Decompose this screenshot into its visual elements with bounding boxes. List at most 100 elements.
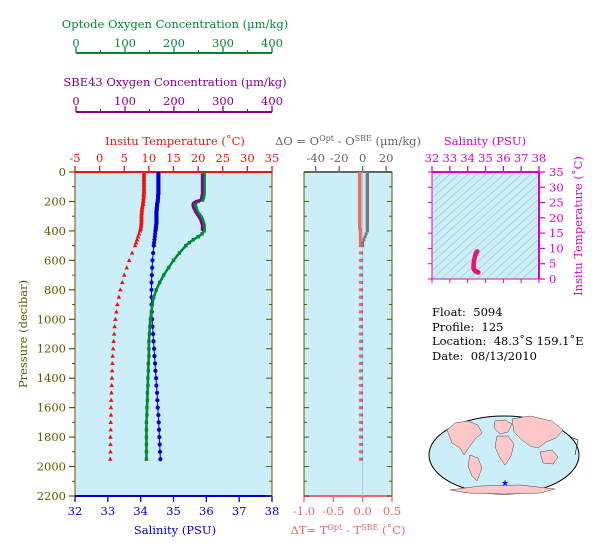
temperature-axis-tick-label: 0 [96,151,103,165]
delta-t-point [358,406,362,410]
salinity-point [155,405,160,410]
pressure-tick-label: 1800 [37,430,66,444]
delta-t-point [358,235,362,239]
delta-t-point [358,258,362,262]
pressure-axis-title: Pressure (decibar) [16,280,30,388]
optode-point [149,310,154,314]
optode-point [196,235,200,239]
profile-panel: Insitu Temperature (˚C) -5 0 5 10 15 20 25 30 35… [16,134,279,537]
optode-point [171,258,176,263]
salinity-point [152,346,157,351]
delta-o-axis-tick-label: 20 [379,151,394,165]
profile-row: Profile: 125 [432,320,584,335]
temperature-point [109,368,115,373]
pressure-tick-label: 2200 [37,489,66,503]
temperature-axis-tick-label: 30 [240,151,255,165]
salinity-point [149,272,154,278]
temperature-point [108,441,113,447]
optode-point [147,339,151,344]
temperature-point [115,302,120,307]
map-land [446,415,564,495]
salinity-point [149,280,154,285]
optode-axis-tick-label: 100 [114,36,136,50]
salinity-axis-tick-label: 32 [68,504,83,518]
date-row: Date: 08/13/2010 [432,349,584,364]
delta-t-axis-tick-label: 0.0 [354,504,372,518]
delta-o-point [365,229,369,233]
date-label: Date: [432,348,464,363]
delta-t-point [358,251,362,255]
salinity-point [154,383,159,388]
salinity-axis-tick-label: 34 [133,504,148,518]
temperature-axis-tick-label: 15 [166,151,181,165]
delta-o-point [362,238,366,242]
pressure-tick-label: 200 [44,194,66,208]
density-contour [512,254,539,279]
temperature-point [136,231,142,236]
delta-o-point [364,232,368,236]
salinity-point [153,368,158,373]
pressure-tick-label: 400 [44,224,66,238]
delta-t-point [358,266,362,270]
sbe43-axis-tick-label: 400 [261,94,283,108]
salinity-point [156,420,161,425]
delta-t-point [358,442,362,446]
ts-salinity-axis-tick-label: 37 [514,151,529,165]
optode-point [161,273,166,277]
temperature-axis-tick-label: 35 [265,151,280,165]
temperature-point [108,412,114,417]
float-value: 5094 [473,305,503,319]
optode-point [147,332,152,336]
delta-t-axis-tick-label: -0.5 [322,504,344,518]
ts-temperature-tick-label: 25 [549,196,564,210]
delta-t-point [358,232,362,236]
temperature-point [112,324,117,329]
profile-plot-area [74,171,273,497]
temperature-point [121,272,127,277]
optode-point [200,198,205,202]
optode-axis-tick-label: 400 [261,36,283,50]
delta-t-point [358,376,362,380]
float-location-star: ★ [501,479,509,489]
pressure-tick-label: 800 [44,283,66,297]
optode-point [154,288,158,292]
density-contour [432,182,539,279]
optode-point [147,347,151,351]
optode-point [191,238,195,242]
temperature-point [119,279,125,285]
float-row: Float: 5094 [432,305,584,320]
salinity-point [157,449,163,454]
delta-t-point [358,339,362,343]
temperature-point [109,375,115,380]
optode-point [144,420,149,425]
delta-t-point [358,420,362,424]
pressure-tick-label: 1000 [37,312,66,326]
density-contour [432,172,534,263]
delta-t-point [358,303,362,307]
profile-value: 125 [481,319,504,334]
delta-t-point [358,238,362,242]
delta-t-axis-tick-label: 0.5 [383,504,401,518]
ts-salinity-axis-tick-label: 34 [460,151,475,165]
ts-diagram: Salinity (PSU) 32 33 34 35 36 37 38 0510152025… [425,134,585,296]
float-label: Float: [432,305,466,319]
pressure-tick-label: 0 [59,165,66,179]
salinity-point [156,412,161,418]
salinity-point [150,265,155,270]
temperature-point [132,243,138,248]
ts-salinity-axis-tick-label: 36 [496,151,511,165]
optode-point [147,354,151,358]
delta-o-title-part: - O [334,134,355,148]
delta-t-point [358,241,362,245]
temperature-point [137,228,143,233]
delta-t-point [358,391,362,395]
density-contour [476,222,539,279]
temperature-point [109,383,114,388]
temperature-axis-title: Insitu Temperature (˚C) [105,134,245,148]
delta-t-point [358,354,362,358]
delta-t-point [358,244,362,248]
location-label: Location: [432,334,487,348]
delta-t-axis-title: ΔT= TOpt - TSBE (˚C) [290,523,405,538]
temperature-axis-tick-label: -5 [69,151,80,165]
